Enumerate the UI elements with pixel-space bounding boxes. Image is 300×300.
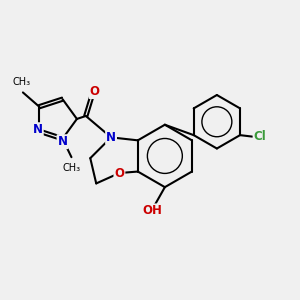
Text: N: N [33, 123, 43, 136]
Text: CH₃: CH₃ [63, 163, 81, 172]
Text: O: O [114, 167, 124, 179]
Text: N: N [106, 131, 116, 144]
Text: N: N [58, 135, 68, 148]
Text: CH₃: CH₃ [12, 77, 31, 87]
Text: Cl: Cl [254, 130, 266, 143]
Text: OH: OH [142, 204, 162, 218]
Text: O: O [90, 85, 100, 98]
